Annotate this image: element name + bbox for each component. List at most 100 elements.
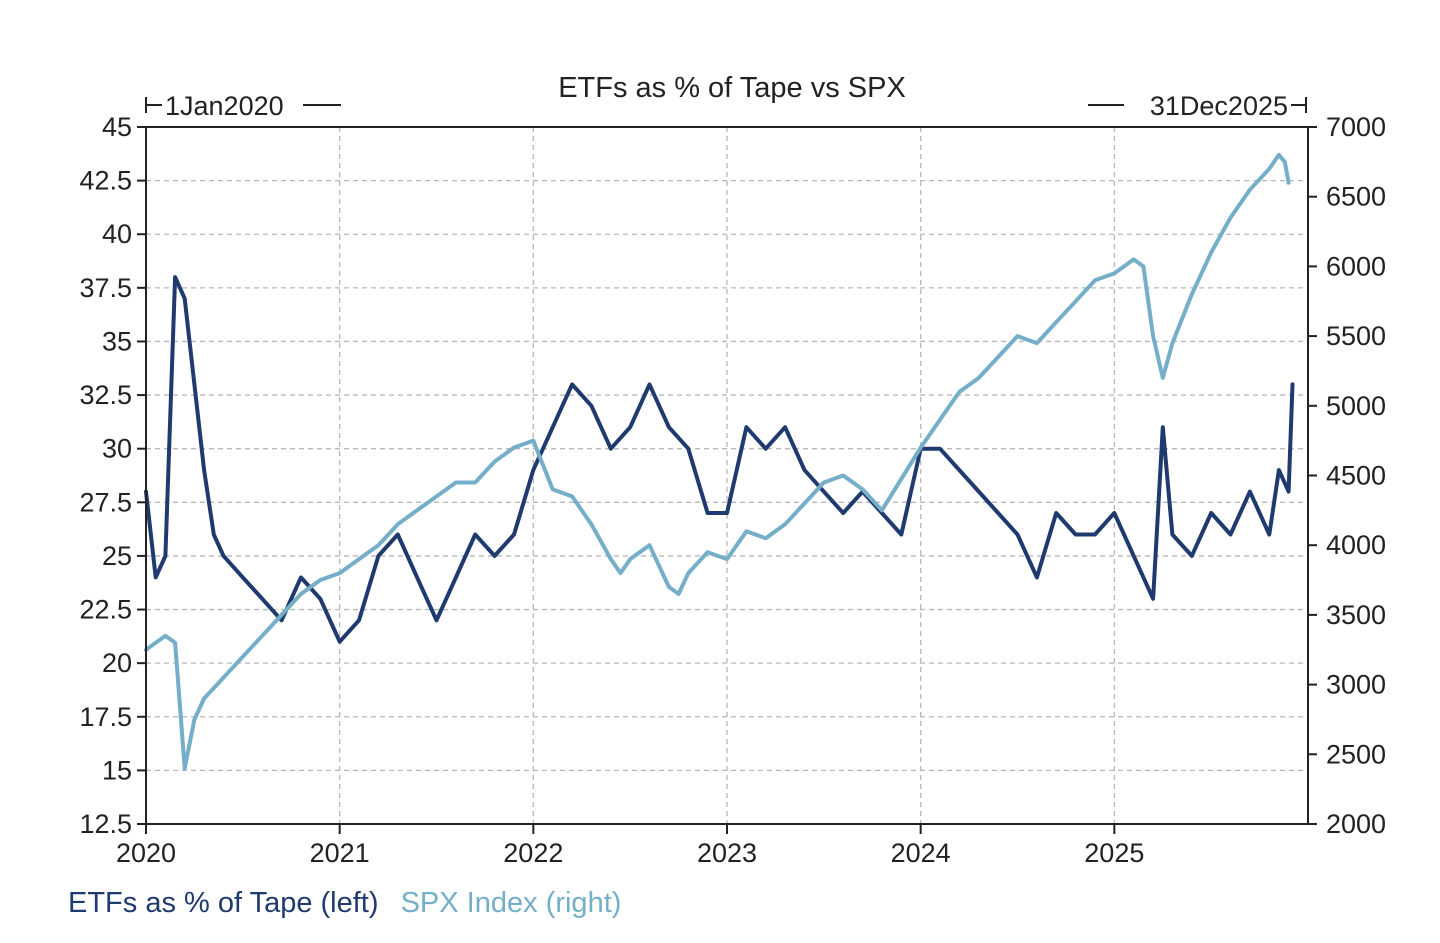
spx-data-point (163, 634, 167, 638)
etf-data-point (783, 425, 787, 429)
date-range-end: 31Dec2025 (1088, 91, 1307, 121)
etf-data-point (280, 618, 284, 622)
right-tick-label: 6500 (1326, 182, 1386, 212)
spx-data-point (803, 501, 806, 505)
etf-data-point (396, 533, 400, 536)
spx-data-point (619, 571, 622, 575)
spx-data-point (725, 557, 729, 561)
etf-data-point (667, 425, 671, 429)
etf-data-point (648, 382, 651, 386)
grid-layer (146, 127, 1308, 824)
spx-data-point (783, 522, 787, 526)
spx-data-point (357, 557, 361, 561)
spx-data-point (415, 508, 419, 512)
etf-data-point (299, 575, 303, 579)
etf-data-point (493, 554, 497, 558)
etf-data-point (1209, 511, 1213, 515)
spx-data-point (1016, 334, 1019, 338)
etf-data-point (609, 447, 613, 451)
spx-data-point (1074, 299, 1078, 303)
spx-data-point (1209, 251, 1213, 254)
plot-frame (145, 126, 1309, 825)
spx-data-point (938, 418, 942, 422)
left-tick-label: 30 (102, 434, 132, 464)
spx-data-point (822, 481, 826, 484)
etf-data-point (154, 575, 158, 579)
spx-data-point (1229, 216, 1232, 220)
spx-data-point (996, 355, 1000, 359)
left-tick-label: 25 (102, 541, 132, 571)
etf-data-point (822, 490, 826, 494)
spx-data-point (977, 376, 981, 380)
etf-data-point (1170, 533, 1174, 536)
etf-data-point (589, 404, 593, 408)
etf-data-point (241, 575, 245, 579)
x-tick-label: 2020 (116, 838, 176, 868)
spx-data-point (1170, 341, 1174, 345)
spx-data-point (570, 494, 574, 498)
left-tick-label: 20 (102, 648, 132, 678)
series-etf-line (144, 275, 1295, 644)
series-spx-line (144, 152, 1291, 771)
spx-data-point (1054, 320, 1058, 324)
spx-data-point (589, 522, 593, 526)
spx-data-point (512, 446, 516, 450)
spx-data-point (173, 641, 177, 645)
etf-data-point (1035, 575, 1039, 579)
spx-data-point (260, 634, 264, 638)
spx-data-point (192, 718, 196, 721)
etf-data-point (415, 575, 419, 579)
ticks-layer: 45 42.5 40 37.5 35 32.5 30 27.5 25 22.5 20 17.5 15 12… (79, 112, 1386, 868)
left-tick-label: 27.5 (79, 487, 132, 517)
left-tick-label: 22.5 (79, 595, 132, 625)
spx-data-point (318, 578, 322, 582)
spx-data-point (1151, 334, 1155, 338)
x-tick-label: 2023 (697, 838, 757, 868)
etf-data-point (338, 640, 342, 644)
etf-data-point (1151, 597, 1155, 601)
etf-data-point (1287, 490, 1291, 494)
spx-data-point (493, 460, 497, 464)
spx-data-point (764, 536, 768, 540)
etf-data-point (1277, 468, 1281, 472)
spx-data-point (841, 474, 845, 477)
spx-data-point (1283, 160, 1287, 164)
x-tick-label: 2025 (1084, 838, 1144, 868)
etf-data-point (686, 447, 690, 451)
spx-data-point (454, 481, 458, 484)
etf-data-point (1132, 554, 1136, 558)
spx-data-point (473, 481, 477, 484)
spx-data-point (1161, 376, 1165, 380)
etf-data-point (260, 597, 264, 601)
spx-data-point (706, 550, 710, 554)
etf-data-point (376, 554, 380, 558)
spx-data-point (686, 571, 690, 575)
etf-data-point (531, 468, 535, 472)
etf-data-point (1291, 382, 1294, 386)
left-tick-label: 45 (102, 112, 132, 142)
right-tick-label: 3000 (1326, 670, 1386, 700)
spx-data-point (648, 543, 651, 547)
etf-data-point (570, 382, 574, 386)
etf-data-point (938, 447, 942, 451)
left-tick-label: 32.5 (79, 380, 132, 410)
etf-data-point (957, 468, 961, 472)
etf-data-point (841, 511, 845, 515)
etf-data-point (1016, 533, 1019, 536)
etf-data-point (628, 425, 632, 429)
etf-data-point (192, 382, 196, 386)
etf-data-point (163, 554, 167, 558)
etf-data-point (1248, 490, 1252, 494)
etf-data-point (1112, 511, 1116, 515)
spx-data-point (241, 655, 245, 659)
etf-data-point (1161, 425, 1165, 429)
spx-data-point (1112, 271, 1116, 275)
spx-data-point (1141, 264, 1145, 268)
left-tick-label: 42.5 (79, 166, 132, 196)
spx-data-point (376, 543, 380, 547)
left-tick-label: 15 (102, 755, 132, 785)
etf-data-point (880, 511, 884, 515)
etf-data-point (725, 511, 729, 515)
etf-data-point (977, 490, 981, 494)
